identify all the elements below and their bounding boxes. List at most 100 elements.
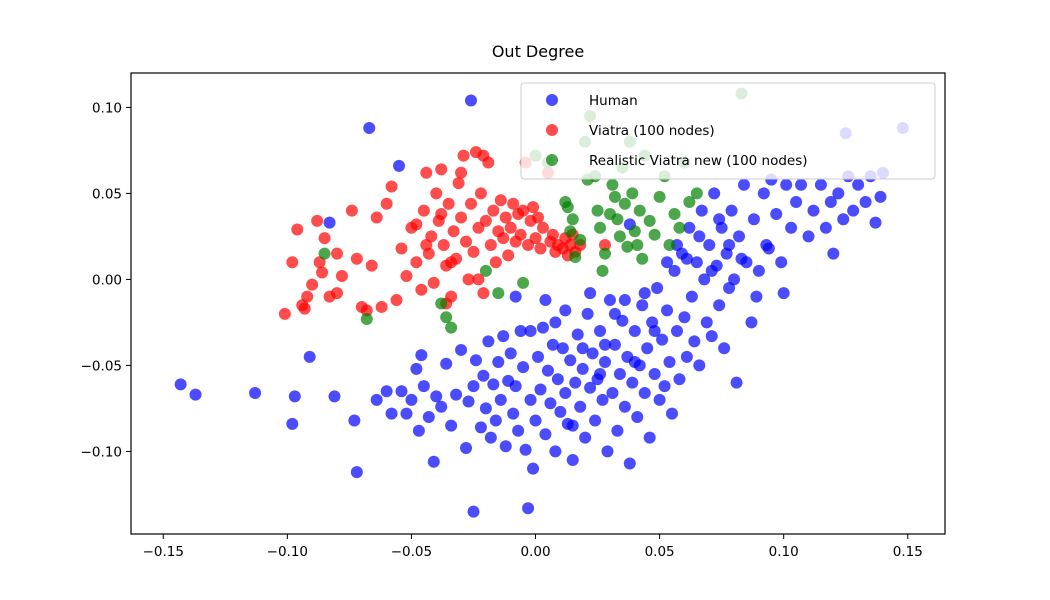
data-point [589,414,602,427]
data-point [306,278,319,291]
y-tick-label: −0.05 [81,358,122,374]
data-point [705,330,718,343]
data-point [405,393,418,406]
data-point [733,230,746,243]
data-point [350,466,363,479]
data-point [330,287,343,300]
data-point [457,149,470,162]
data-point [467,245,480,258]
data-point [680,350,693,363]
data-point [487,204,500,217]
data-point [636,299,649,312]
data-point [561,201,574,214]
data-point [536,321,549,334]
data-point [725,204,738,217]
data-point [437,239,450,252]
data-point [611,213,624,226]
data-point [489,414,502,427]
data-point [631,411,644,424]
data-point [316,266,329,279]
data-point [355,300,368,313]
data-point [693,359,706,372]
data-point [534,383,547,396]
data-point [455,343,468,356]
data-point [584,381,597,394]
data-point [360,312,373,325]
data-point [648,368,661,381]
data-point [487,378,500,391]
data-point [636,252,649,265]
data-point [479,214,492,227]
data-point [479,402,492,415]
data-point [678,311,691,324]
data-point [564,225,577,238]
data-point [698,273,711,286]
data-point [546,228,559,241]
data-point [507,197,520,210]
x-tick-label: 0.00 [520,544,550,560]
data-point [651,282,664,295]
data-point [489,256,502,269]
data-point [527,462,540,475]
data-point [512,424,525,437]
legend-marker [546,94,558,106]
data-point [370,211,383,224]
data-point [410,218,423,231]
data-point [643,214,656,227]
data-point [621,240,634,253]
x-tick-label: −0.05 [391,544,432,560]
data-point [601,445,614,458]
y-axis: 0.10 0.05 0.00 −0.05 −0.10 [81,100,131,460]
data-point [385,180,398,193]
data-point [688,335,701,348]
data-point [708,187,721,200]
data-point [420,166,433,179]
data-point [628,355,641,368]
data-point [648,325,661,338]
data-point [807,204,820,217]
data-point [670,325,683,338]
data-point [586,347,599,360]
data-point [551,373,564,386]
data-point [350,252,363,265]
data-point [514,325,527,338]
data-point [410,362,423,375]
data-point [420,239,433,252]
data-point [596,393,609,406]
data-point [852,178,865,191]
data-point [479,264,492,277]
data-point [554,405,567,418]
y-tick-label: 0.05 [92,186,122,202]
data-point [564,354,577,367]
data-point [330,247,343,260]
legend-label: Viatra (100 nodes) [589,123,715,139]
data-point [663,239,676,252]
data-point [847,204,860,217]
data-point [571,328,584,341]
x-tick-label: −0.10 [267,544,308,560]
legend-label: Realistic Viatra new (100 nodes) [589,153,808,169]
data-point [477,287,490,300]
data-point [666,407,679,420]
data-point [579,431,592,444]
data-point [549,316,562,329]
data-point [400,269,413,282]
data-point [648,228,661,241]
data-point [445,256,458,269]
data-point [541,364,554,377]
data-point [628,225,641,238]
data-point [827,247,840,260]
data-point [814,178,827,191]
x-tick-label: 0.15 [893,544,923,560]
data-point [668,264,681,277]
data-point [514,228,527,241]
data-point [440,311,453,324]
legend-label: Human [589,93,638,109]
data-point [661,256,674,269]
data-point [278,307,291,320]
data-point [460,441,473,454]
legend: Human Viatra (100 nodes) Realistic Viatra … [520,82,936,180]
data-point [824,196,837,209]
data-point [484,239,497,252]
data-point [594,221,607,234]
